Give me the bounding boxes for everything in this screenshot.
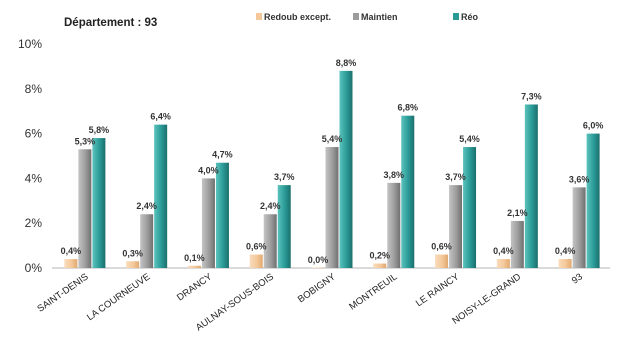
bar <box>572 187 586 268</box>
bar <box>249 254 263 268</box>
data-label: 8,8% <box>336 58 357 68</box>
data-label: 4,7% <box>212 150 233 160</box>
bar <box>263 214 277 268</box>
x-tick-label: BOBIGNY <box>296 271 338 305</box>
data-label: 2,4% <box>260 201 281 211</box>
data-label: 0,4% <box>493 246 514 256</box>
bar <box>311 267 325 268</box>
legend-label: Redoub except. <box>264 12 331 22</box>
bar <box>126 261 140 268</box>
legend-label: Maintien <box>361 12 398 22</box>
bar <box>387 182 401 268</box>
legend-swatch <box>256 13 262 20</box>
y-tick-label: 4% <box>25 171 43 185</box>
data-label: 0,1% <box>184 253 205 263</box>
bar <box>435 254 449 268</box>
bar <box>215 162 229 268</box>
legend-swatch <box>453 13 459 20</box>
y-tick-label: 10% <box>18 37 42 51</box>
bar <box>187 265 201 268</box>
x-tick-label: MONTREUIL <box>347 271 399 312</box>
bar <box>201 178 215 268</box>
x-tick-label: LE RAINCY <box>414 271 462 309</box>
chart-title: Département : 93 <box>64 17 157 29</box>
bar <box>277 185 291 268</box>
data-label: 6,0% <box>583 121 604 131</box>
data-label: 5,4% <box>322 134 343 144</box>
data-labels: 0,4% 5,3%5,8% 0,3% 2,4% 6,4% 0,1% 4,0% 4,7% 0,6%… <box>61 58 604 265</box>
bar <box>449 185 463 268</box>
data-label: 6,8% <box>398 103 419 113</box>
data-label: 2,4% <box>136 201 157 211</box>
data-label: 0,3% <box>122 248 143 258</box>
y-tick-label: 6% <box>25 127 43 141</box>
data-label: 4,0% <box>198 165 219 175</box>
bar <box>92 138 106 268</box>
data-label: 2,1% <box>507 208 528 218</box>
bar <box>373 263 387 268</box>
data-label: 5,4% <box>459 134 480 144</box>
data-label: 0,0% <box>308 255 329 265</box>
data-label: 5,8% <box>89 125 110 135</box>
data-label: 5,3% <box>75 136 96 146</box>
data-label: 3,6% <box>569 174 590 184</box>
bar <box>496 259 510 268</box>
x-tick-label: DRANCY <box>175 271 215 303</box>
bar <box>524 104 538 268</box>
legend-label: Réo <box>461 12 479 22</box>
legend: Redoub except. Maintien Réo <box>256 12 479 22</box>
data-label: 0,2% <box>370 251 391 261</box>
y-tick-label: 2% <box>25 216 43 230</box>
bar <box>325 147 339 268</box>
bar <box>140 214 154 268</box>
bar <box>463 147 477 268</box>
data-label: 3,8% <box>384 170 405 180</box>
data-label: 0,6% <box>246 242 267 252</box>
data-label: 0,4% <box>555 246 576 256</box>
bars <box>64 70 600 269</box>
data-label: 6,4% <box>150 112 171 122</box>
bar <box>78 149 92 268</box>
bar <box>510 220 524 268</box>
x-tick-label: NOISY-LE-GRAND <box>450 271 523 327</box>
bar <box>154 124 168 268</box>
legend-swatch <box>353 13 359 20</box>
y-tick-label: 0% <box>25 261 43 275</box>
bar <box>558 259 572 268</box>
x-tick-label: 93 <box>570 271 585 286</box>
x-tick-label: LA COURNEUVE <box>85 271 152 323</box>
data-label: 0,6% <box>431 242 452 252</box>
bar <box>401 115 415 269</box>
bar <box>339 70 353 268</box>
data-label: 7,3% <box>521 91 542 101</box>
data-label: 0,4% <box>61 246 82 256</box>
y-tick-label: 8% <box>25 82 43 96</box>
data-label: 3,7% <box>274 172 295 182</box>
bar <box>586 133 600 268</box>
data-label: 3,7% <box>445 172 466 182</box>
x-tick-label: SAINT-DENIS <box>35 271 90 314</box>
bar <box>64 259 78 268</box>
